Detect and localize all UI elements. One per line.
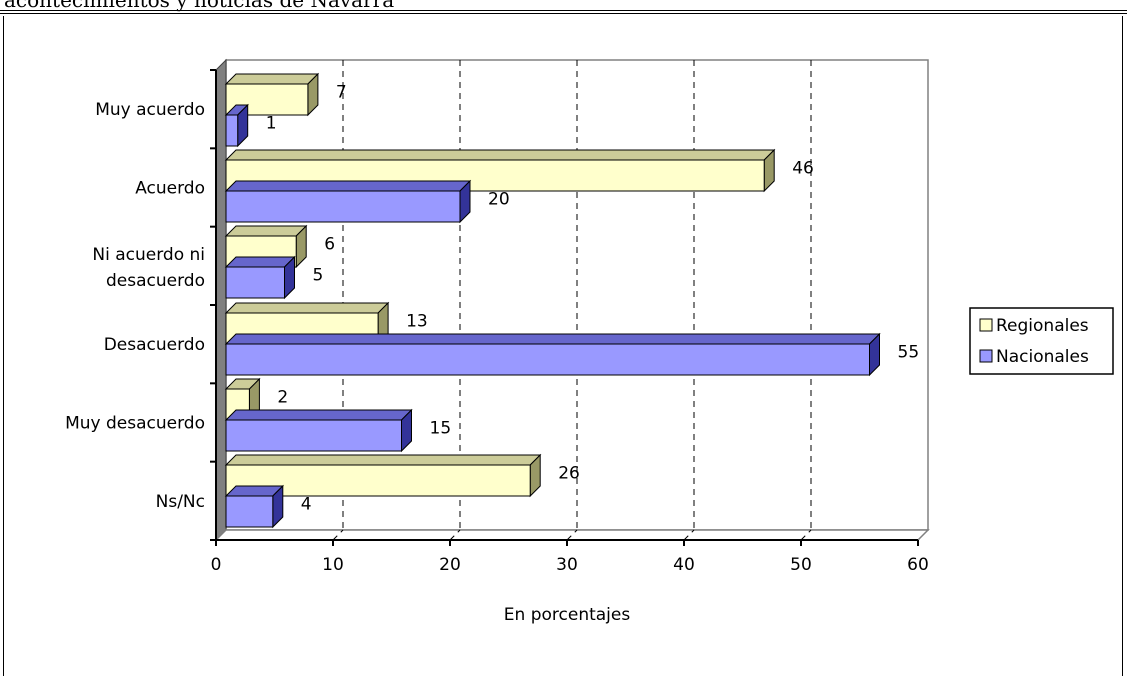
bar-front-face: [225, 464, 531, 497]
bar-front-face: [225, 419, 402, 452]
data-label: 4: [301, 495, 312, 515]
bar-top-face: [224, 302, 390, 314]
x-tick-label: 50: [790, 555, 812, 575]
bar-front-face: [225, 495, 274, 528]
data-label: 13: [406, 312, 428, 332]
bar-top-face: [224, 225, 308, 237]
data-label: 1: [266, 114, 277, 134]
bar-top-face: [224, 73, 320, 85]
bar-nacionales-1: [224, 179, 472, 224]
data-label: 55: [898, 343, 920, 363]
data-label: 6: [324, 235, 335, 255]
bar-regionales-5: [224, 453, 542, 498]
bar-front-face: [225, 190, 461, 223]
bar-top-face: [224, 149, 776, 161]
bar-nacionales-3: [224, 332, 881, 377]
legend-label: Regionales: [996, 316, 1089, 336]
category-label: Ns/Nc: [156, 492, 205, 512]
data-label: 26: [558, 464, 580, 484]
chart-frame: [3, 16, 1123, 676]
bar-front-face: [225, 114, 239, 147]
data-label: 15: [430, 419, 452, 439]
data-label: 7: [336, 83, 347, 103]
chart-gridlines: [332, 60, 812, 541]
floor-gridline-50: [800, 529, 812, 541]
bar-top-face: [224, 256, 296, 268]
floor-gridline-40: [683, 529, 695, 541]
x-tick-label: 0: [211, 555, 222, 575]
bar-regionales-0: [224, 72, 320, 117]
page-caption: acontecimientos y noticias de Navarra: [4, 0, 395, 12]
legend-swatch: [979, 349, 993, 363]
data-label: 46: [792, 159, 814, 179]
legend-box: [969, 307, 1114, 375]
chart-side-wall: [215, 58, 227, 542]
floor-gridline-30: [566, 529, 578, 541]
bar-front-face: [225, 343, 870, 376]
category-label: Desacuerdo: [104, 335, 205, 355]
floor-gridline-10: [332, 529, 344, 541]
chart-tick-labels: 0 10 20 30 40 50 60: [211, 555, 929, 575]
chart-category-labels: Muy acuerdo Acuerdo Ni acuerdo ni desacuerd…: [65, 100, 205, 512]
bar-top-face: [224, 333, 881, 345]
category-label: Muy desacuerdo: [65, 414, 205, 434]
x-tick-label: 20: [439, 555, 461, 575]
bar-top-face: [224, 180, 472, 192]
x-tick-label: 10: [322, 555, 344, 575]
chart-legend: Regionales Nacionales: [969, 307, 1114, 375]
frame-top-rule: [0, 10, 1127, 14]
data-label: 2: [277, 388, 288, 408]
data-label: 5: [313, 266, 324, 286]
legend-label: Nacionales: [996, 347, 1089, 367]
x-tick-label: 30: [556, 555, 578, 575]
x-tick-label: 60: [907, 555, 929, 575]
bar-nacionales-2: [224, 255, 296, 300]
category-label: Muy acuerdo: [95, 100, 205, 120]
bar-top-face: [224, 454, 542, 466]
x-axis-title: En porcentajes: [504, 605, 631, 625]
category-label: Acuerdo: [135, 179, 205, 199]
bar-nacionales-5: [224, 484, 285, 529]
chart-bars: [224, 72, 881, 529]
bar-nacionales-4: [224, 408, 413, 453]
bar-top-face: [224, 409, 413, 421]
chart-axes: [210, 69, 919, 546]
legend-swatch: [979, 318, 993, 332]
data-label: 20: [488, 190, 510, 210]
bar-nacionales-0: [224, 103, 249, 148]
x-tick-label: 40: [673, 555, 695, 575]
category-label: Ni acuerdo ni desacuerdo: [92, 245, 205, 291]
bar-front-face: [225, 266, 285, 299]
floor-gridline-20: [449, 529, 461, 541]
chart-floor: [214, 529, 930, 541]
bar-front-face: [225, 83, 309, 116]
